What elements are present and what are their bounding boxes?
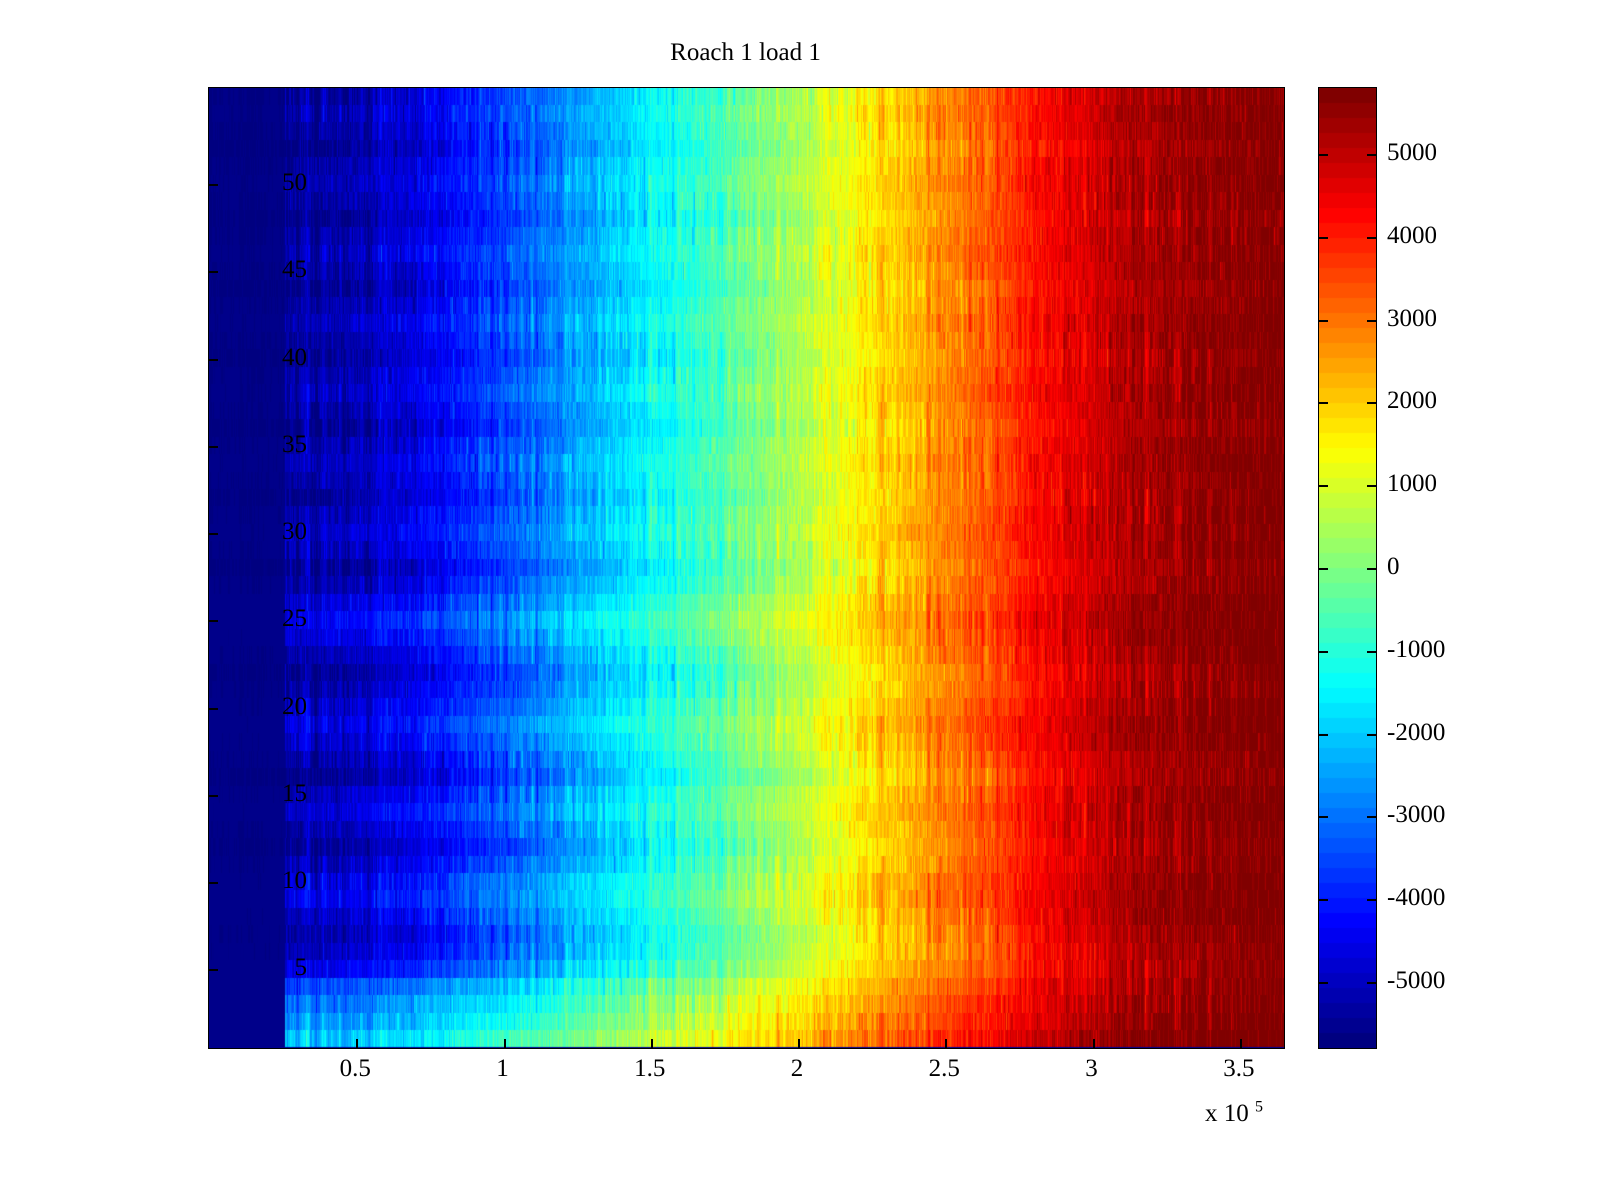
x-axis-tick — [650, 1039, 653, 1048]
x-axis-tick — [1239, 1039, 1242, 1048]
colorbar-tick — [1319, 485, 1328, 488]
colorbar-tick — [1367, 154, 1376, 157]
colorbar-tick — [1367, 319, 1376, 322]
y-axis-tick-label: 5 — [294, 954, 308, 982]
x-axis-tick-label: 2.5 — [928, 1055, 960, 1082]
colorbar-tick — [1319, 319, 1328, 322]
colorbar-tick-label: 0 — [1387, 553, 1400, 580]
heatmap-axes[interactable] — [208, 87, 1285, 1049]
y-axis-tick-label: 35 — [282, 430, 307, 458]
y-axis-tick — [209, 358, 218, 361]
colorbar-tick-label: -2000 — [1387, 718, 1446, 746]
colorbar-tick — [1319, 154, 1328, 157]
colorbar-tick-label: -3000 — [1387, 801, 1446, 829]
x-axis-tick-label: 3.5 — [1223, 1055, 1255, 1082]
colorbar-gradient — [1319, 88, 1376, 1048]
y-axis-tick-label: 10 — [282, 867, 307, 895]
colorbar-tick — [1367, 650, 1376, 653]
colorbar-tick — [1367, 899, 1376, 902]
colorbar-tick — [1319, 236, 1328, 239]
x-axis-tick — [945, 1039, 948, 1048]
y-axis-tick-label: 15 — [282, 779, 307, 807]
x-axis-tick-label: 1.5 — [634, 1055, 666, 1082]
colorbar-tick — [1367, 485, 1376, 488]
colorbar-tick — [1367, 568, 1376, 570]
colorbar-tick-label: 2000 — [1387, 387, 1437, 415]
x-axis-tick-label: 1 — [496, 1055, 509, 1082]
colorbar-tick — [1319, 402, 1328, 405]
colorbar-tick-label: -1000 — [1387, 635, 1446, 663]
colorbar-tick — [1367, 816, 1376, 819]
x-axis-tick — [503, 1039, 506, 1048]
y-axis-tick — [209, 184, 218, 186]
colorbar-tick-label: 5000 — [1387, 139, 1437, 167]
colorbar-tick — [1319, 816, 1328, 819]
heatmap-image — [209, 88, 1284, 1048]
x-axis-exponent-label: x 10 5 — [1205, 1098, 1263, 1127]
y-axis-tick-label: 25 — [282, 605, 307, 633]
colorbar-tick-label: 4000 — [1387, 221, 1437, 249]
colorbar-tick — [1367, 236, 1376, 239]
colorbar[interactable] — [1318, 87, 1377, 1049]
colorbar-tick — [1367, 981, 1376, 984]
x-axis-tick — [1092, 1039, 1095, 1048]
colorbar-tick — [1367, 402, 1376, 405]
y-axis-tick-label: 45 — [282, 256, 307, 284]
y-axis-tick-label: 30 — [282, 518, 307, 546]
x-axis-tick-label: 3 — [1085, 1055, 1098, 1082]
y-axis-tick — [209, 707, 218, 710]
y-axis-tick — [209, 445, 218, 448]
colorbar-tick — [1319, 981, 1328, 984]
x-axis-tick-label: 0.5 — [339, 1055, 371, 1082]
chart-title: Roach 1 load 1 — [670, 39, 821, 66]
colorbar-tick-label: -4000 — [1387, 884, 1446, 912]
y-axis-tick-label: 20 — [282, 692, 307, 720]
colorbar-tick — [1319, 568, 1328, 570]
colorbar-tick — [1319, 733, 1328, 736]
x-axis-tick-label: 2 — [790, 1055, 804, 1082]
colorbar-tick — [1319, 899, 1328, 902]
y-axis-tick — [209, 533, 218, 536]
colorbar-tick-label: 3000 — [1387, 304, 1437, 332]
colorbar-tick — [1319, 650, 1328, 653]
colorbar-tick-label: 1000 — [1387, 470, 1437, 498]
y-axis-tick — [209, 794, 218, 797]
y-axis-tick — [209, 969, 218, 972]
colorbar-tick-label: -5000 — [1387, 966, 1446, 994]
y-axis-tick — [209, 620, 218, 623]
x-axis-tick — [798, 1039, 801, 1048]
y-axis-tick-label: 40 — [282, 343, 307, 371]
x-axis-tick — [356, 1039, 359, 1048]
y-axis-tick — [209, 882, 218, 885]
colorbar-tick — [1367, 733, 1376, 736]
y-axis-tick-label: 50 — [282, 169, 307, 196]
y-axis-tick — [209, 271, 218, 274]
